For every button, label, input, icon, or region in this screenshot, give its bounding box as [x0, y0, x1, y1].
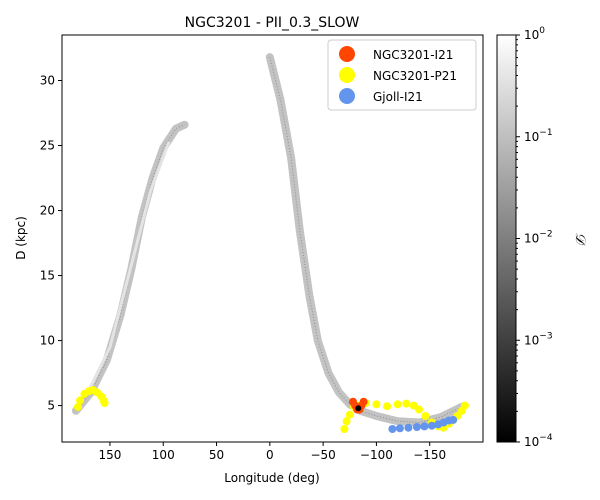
point-gjoll-i21: [388, 425, 397, 433]
x-tick-label: −100: [360, 448, 393, 462]
x-axis: 150 100 50 0 −50 −100 −150: [99, 442, 446, 462]
point-ngc3201-p21: [76, 396, 85, 405]
colorbar-gradient: [496, 34, 517, 443]
y-axis: 5 10 15 20 25 30: [40, 74, 62, 413]
point-ngc3201-p21: [383, 402, 392, 411]
plot-frame: [61, 34, 484, 443]
point-ngc3201-p21: [460, 401, 469, 410]
y-tick-label: 5: [47, 399, 55, 413]
colorbar-tick-label: 10−3: [524, 331, 553, 347]
legend-marker-ngc3201-i21: [339, 46, 355, 62]
point-gjoll-i21: [449, 415, 458, 424]
legend-marker-gjoll-i21: [339, 88, 355, 104]
point-ngc3201-p21: [340, 425, 349, 433]
y-tick-label: 20: [40, 204, 55, 218]
chart-title: NGC3201 - PII_0.3_SLOW: [185, 15, 360, 31]
point-ngc3201-p21: [402, 399, 411, 408]
point-ngc3201-p21: [421, 412, 430, 420]
point-ngc3201-p21: [342, 417, 351, 426]
point-ngc3201-p21: [415, 405, 424, 414]
point-ngc3201-p21: [345, 410, 354, 419]
y-tick-label: 25: [40, 139, 55, 153]
x-tick-label: 100: [152, 448, 175, 462]
point-ngc3201-p21: [393, 400, 402, 409]
plot-area: [71, 53, 469, 433]
point-gjoll-i21: [420, 422, 429, 431]
legend-label-gjoll-i21: Gjoll-I21: [373, 90, 423, 104]
point-ngc3201-i21: [359, 397, 368, 406]
point-gjoll-i21: [412, 423, 421, 431]
cluster-marker: [355, 405, 362, 412]
colorbar-tick-label: 100: [524, 26, 545, 42]
density-stream-core-left-arm: [85, 141, 171, 397]
y-tick-label: 30: [40, 74, 55, 88]
y-axis-label: D (kpc): [14, 216, 28, 260]
point-ngc3201-p21: [74, 402, 82, 411]
x-tick-label: −150: [413, 448, 446, 462]
legend-label-ngc3201-i21: NGC3201-I21: [373, 48, 453, 62]
point-gjoll-i21: [427, 421, 436, 430]
colorbar: 10−4 10−3 10−2 10−1 100 𝒟: [496, 26, 588, 449]
colorbar-tick-label: 10−4: [524, 433, 553, 449]
density-stream-right-arm: [265, 53, 466, 427]
x-tick-label: 0: [266, 448, 274, 462]
legend-label-ngc3201-p21: NGC3201-P21: [373, 69, 457, 83]
y-tick-label: 10: [40, 334, 55, 348]
colorbar-tick-label: 10−1: [524, 128, 553, 144]
colorbar-ticks: 10−4 10−3 10−2 10−1 100: [516, 26, 553, 449]
colorbar-label: 𝒟: [572, 232, 588, 246]
point-gjoll-i21: [404, 423, 413, 432]
legend-marker-ngc3201-p21: [339, 67, 355, 83]
x-tick-label: 50: [209, 448, 224, 462]
point-gjoll-i21: [395, 424, 404, 433]
x-tick-label: 150: [99, 448, 122, 462]
y-tick-label: 15: [40, 269, 55, 283]
legend: NGC3201-I21 NGC3201-P21 Gjoll-I21: [327, 39, 477, 111]
point-ngc3201-p21: [372, 400, 381, 409]
colorbar-tick-label: 10−2: [524, 230, 553, 246]
point-ngc3201-p21: [100, 399, 109, 407]
legend-box: [327, 39, 477, 111]
x-axis-label: Longitude (deg): [224, 471, 319, 485]
x-tick-label: −50: [310, 448, 335, 462]
